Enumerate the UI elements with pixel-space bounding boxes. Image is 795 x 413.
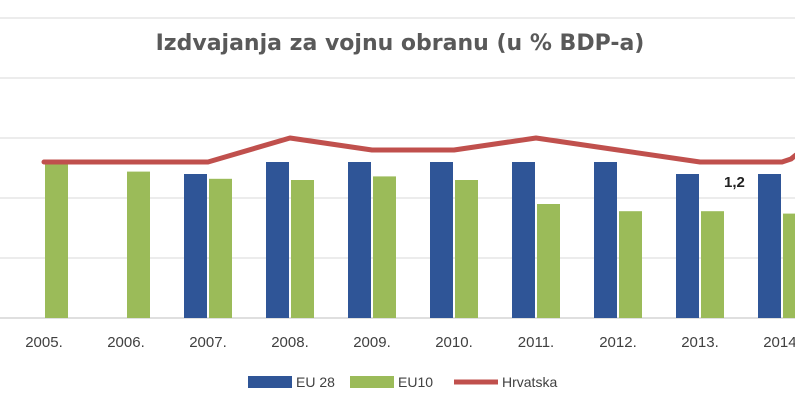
- line-series: [44, 138, 795, 162]
- legend-label-hrvatska: Hrvatska: [502, 374, 557, 390]
- x-tick-2005: 2005.: [25, 334, 63, 351]
- legend-swatch-eu10: [350, 376, 394, 388]
- bar-eu10-2011: [537, 204, 560, 318]
- bar-eu10-2014: [783, 214, 795, 318]
- x-tick-2012: 2012.: [599, 334, 637, 351]
- bar-eu-28-2013: [676, 174, 699, 318]
- gridlines: [0, 18, 795, 318]
- bar-eu-28-2008: [266, 162, 289, 318]
- bar-eu10-2010: [455, 180, 478, 318]
- chart-svg: Izdvajanja za vojnu obranu (u % BDP-a) 2…: [0, 0, 795, 413]
- chart-title: Izdvajanja za vojnu obranu (u % BDP-a): [156, 31, 645, 56]
- bar-eu10-2005: [45, 162, 68, 318]
- x-tick-2007: 2007.: [189, 334, 227, 351]
- bar-eu10-2009: [373, 176, 396, 318]
- x-tick-2009: 2009.: [353, 334, 391, 351]
- line-hrvatska: [44, 138, 795, 162]
- bar-eu10-2008: [291, 180, 314, 318]
- bar-eu-28-2007: [184, 174, 207, 318]
- bars: [45, 162, 795, 318]
- bar-eu10-2007: [209, 179, 232, 318]
- x-tick-2014: 2014.: [763, 334, 795, 351]
- x-tick-2006: 2006.: [107, 334, 145, 351]
- x-tick-2010: 2010.: [435, 334, 473, 351]
- chart-container: Izdvajanja za vojnu obranu (u % BDP-a) 2…: [0, 0, 795, 413]
- x-tick-2013: 2013.: [681, 334, 719, 351]
- legend-label-eu-28: EU 28: [296, 374, 335, 390]
- legend-swatch-eu-28: [248, 376, 292, 388]
- data-label-eu-28-2014: 1,2: [724, 174, 745, 191]
- bar-eu-28-2012: [594, 162, 617, 318]
- bar-eu10-2013: [701, 211, 724, 318]
- x-tick-2008: 2008.: [271, 334, 309, 351]
- bar-eu-28-2011: [512, 162, 535, 318]
- x-tick-2011: 2011.: [518, 334, 554, 351]
- bar-eu10-2012: [619, 211, 642, 318]
- legend: EU 28 EU10 Hrvatska: [248, 374, 557, 390]
- data-labels: 1,2: [724, 174, 745, 191]
- bar-eu-28-2014: [758, 174, 781, 318]
- x-axis-ticks: 2005. 2006. 2007. 2008. 2009. 2010. 2011. 2012.…: [25, 334, 795, 351]
- bar-eu-28-2010: [430, 162, 453, 318]
- legend-label-eu10: EU10: [398, 374, 433, 390]
- bar-eu-28-2009: [348, 162, 371, 318]
- bar-eu10-2006: [127, 172, 150, 318]
